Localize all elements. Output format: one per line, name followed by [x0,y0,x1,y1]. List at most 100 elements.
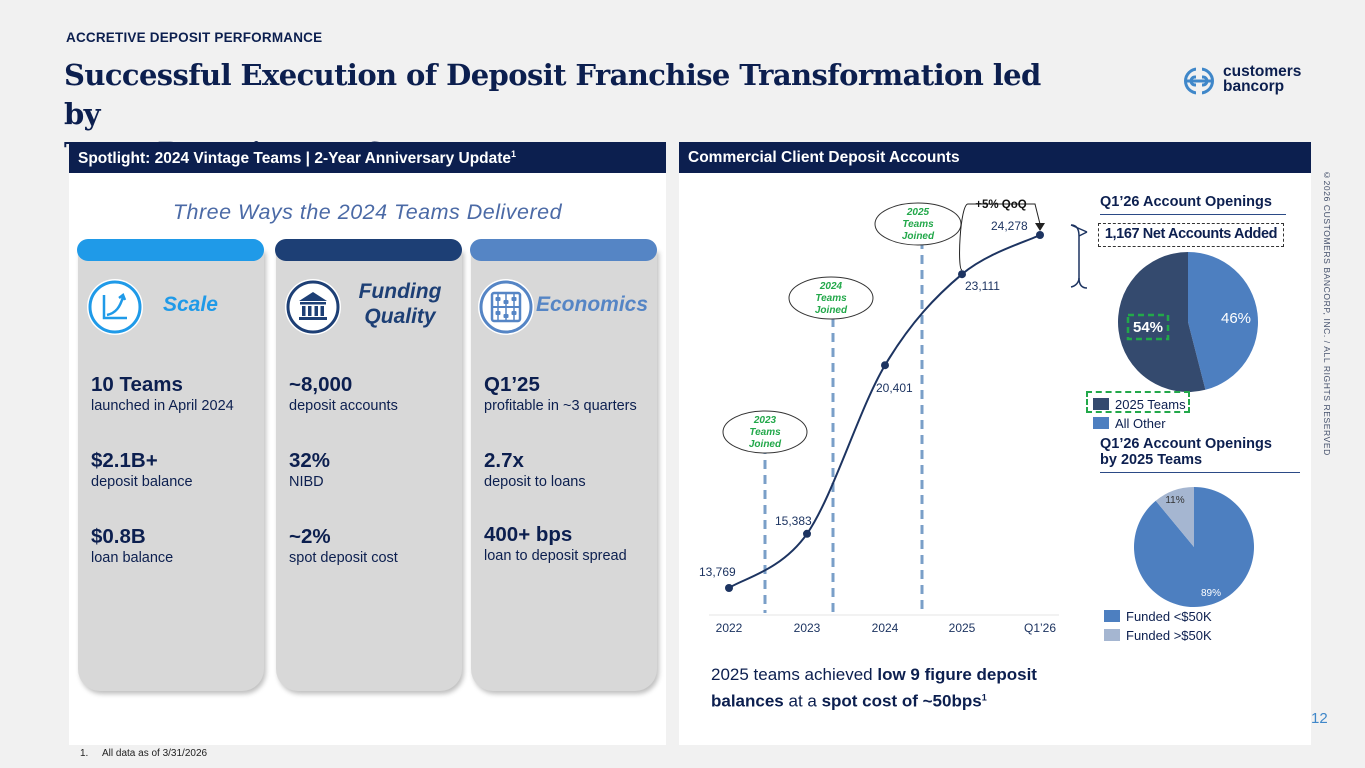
three-ways-subheading: Three Ways the 2024 Teams Delivered [172,200,563,224]
team-joined-label: Teams [815,293,847,304]
pie2-slice-label: 11% [1165,495,1184,506]
metric: ~8,000 deposit accounts [289,373,398,415]
highlight-54-percent-box [1126,313,1170,341]
team-joined-label: Joined [815,305,848,316]
metric: Q1’25 profitable in ~3 quarters [484,373,637,415]
x-tick-label: 2024 [872,621,899,635]
pillar-name-line-2: Quality [364,305,436,328]
copyright-notice: ©2026 CUSTOMERS BANCORP, INC. / ALL RIGH… [1322,170,1332,456]
legend-label: Funded >$50K [1126,628,1212,643]
footnote-number: 1. [80,748,89,759]
metric: $0.8B loan balance [91,525,173,567]
pie2-slice-label: 89% [1201,588,1221,599]
deposit-accounts-series-line [728,234,1041,589]
page-title-line-1: Successful Execution of Deposit Franchis… [64,58,1041,131]
qoq-bracket [959,203,1041,271]
metric-value: ~8,000 [289,373,353,396]
growth-chart-icon [87,279,143,335]
data-point [725,584,733,592]
pillar-tab [470,239,657,261]
qoq-arrow-head [1035,223,1045,231]
metric-value: $2.1B+ [91,449,158,472]
data-point [1036,231,1044,239]
metric-label: deposit accounts [289,398,398,414]
metric-label: launched in April 2024 [91,398,234,414]
metric: 2.7x deposit to loans [484,449,586,491]
team-joined-label: 2023 [753,415,777,426]
metric-label: profitable in ~3 quarters [484,398,637,414]
team-joined-label: Joined [902,231,935,242]
callout-bold-1: low 9 figure deposit balances [711,665,1037,711]
logo-line-1: customers [1223,63,1302,80]
spotlight-header-text: Spotlight: 2024 Vintage Teams | 2-Year A… [78,150,512,168]
metric: 10 Teams launched in April 2024 [91,373,234,415]
team-joined-oval [722,410,808,454]
data-label: 20,401 [876,381,913,395]
pie2-title-rule [1100,472,1300,473]
metric-label: NIBD [289,474,324,490]
customers-bancorp-logo-icon [1184,67,1214,95]
x-tick-label: 2023 [794,621,821,635]
pie2-slice [1155,487,1194,547]
pie2-title: Q1’26 Account Openings by 2025 Teams [1100,436,1272,468]
data-label: 13,769 [699,565,736,579]
net-accounts-banner: 1,167 Net Accounts Added [1098,223,1284,247]
commercial-deposit-panel: Commercial Client Deposit Accounts 13,76… [679,142,1311,745]
data-label: 15,383 [775,514,812,528]
curly-brace-tail [1070,224,1088,288]
legend-item: Funded >$50K [1104,626,1212,645]
metric-value: ~2% [289,525,331,548]
spotlight-header-footnote-ref: 1 [511,149,517,159]
footnote-text: All data as of 3/31/2026 [102,748,208,759]
x-tick-label: Q1’26 [1024,621,1056,635]
data-label: 23,111 [965,279,1000,293]
legend-label: 2025 Teams [1115,397,1186,412]
metric: 32% NIBD [289,449,330,491]
pie1-slice [1118,252,1206,392]
metric: $2.1B+ deposit balance [91,449,193,491]
legend-swatch [1093,398,1109,410]
metric-value: Q1’25 [484,373,540,396]
team-joined-label: 2025 [906,207,930,218]
page-number: 12 [1311,710,1328,727]
metric-value: 10 Teams [91,373,183,396]
metric-label: deposit balance [91,474,193,490]
x-tick-label: 2025 [949,621,976,635]
pie1-slice-label: 46% [1221,310,1251,327]
spotlight-panel-header: Spotlight: 2024 Vintage Teams | 2-Year A… [69,142,666,173]
metric-value: 2.7x [484,449,524,472]
footnote: 1. All data as of 3/31/2026 [80,748,207,759]
team-achievement-callout: 2025 teams achieved low 9 figure deposit… [711,664,1111,713]
pie2-title-line-2: by 2025 Teams [1100,452,1203,468]
pillar-name: Scale [163,293,218,316]
legend-swatch [1093,417,1109,429]
metric-value: 400+ bps [484,523,573,546]
metric-value: $0.8B [91,525,146,548]
pie1-title-rule [1100,214,1286,215]
legend-item: Funded <$50K [1104,607,1212,626]
pillar-name-line-1: Funding [358,280,442,303]
pillar-tab [77,239,264,261]
metric-label: spot deposit cost [289,550,398,566]
highlight-2025-teams-legend [1086,391,1190,413]
metric-value: 32% [289,449,331,472]
pie1-slice [1188,252,1258,390]
team-joined-label: Teams [902,219,934,230]
pie1-slice-label: 54% [1133,319,1163,336]
x-tick-label: 2022 [716,621,743,635]
callout-part-1: 2025 teams achieved [711,665,878,684]
pillar-tab [275,239,462,261]
qoq-label: +5% QoQ [975,199,1027,211]
pie2-legend: Funded <$50K Funded >$50K [1104,607,1212,645]
data-point [958,270,966,279]
team-joined-oval [788,276,874,320]
team-joined-label: Teams [749,427,781,438]
team-joined-label: Joined [749,439,782,450]
pie1-legend: 2025 Teams All Other [1093,395,1186,433]
legend-swatch [1104,629,1120,641]
data-point [803,529,811,538]
metric-label: loan balance [91,550,174,566]
callout-part-2: at a [783,691,822,711]
bank-building-icon [285,279,341,335]
metric-label: deposit to loans [484,474,586,490]
